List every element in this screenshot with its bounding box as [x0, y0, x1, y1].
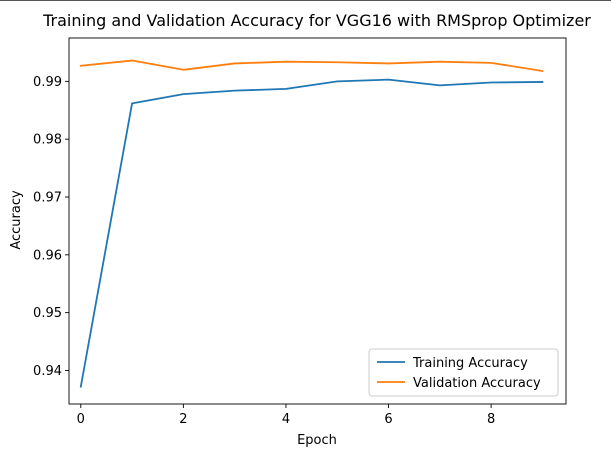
legend-box — [368, 348, 559, 397]
legend-label-1: Validation Accuracy — [413, 376, 541, 391]
y-tick-label-3: 0.97 — [33, 191, 62, 206]
y-tick-label-0: 0.94 — [33, 364, 62, 379]
window-top-edge — [0, 0, 611, 1]
y-axis-label: Accuracy — [9, 190, 24, 250]
x-tick-label-2: 4 — [282, 412, 290, 427]
series-line-0 — [79, 78, 544, 388]
y-tick-label-5: 0.99 — [33, 75, 62, 90]
legend-label-0: Training Accuracy — [412, 356, 528, 371]
plot-area: 0 2 4 6 8 0.94 0.95 0.96 0.97 0.98 0.99 — [33, 37, 567, 427]
x-tick-label-3: 6 — [384, 412, 392, 427]
series-line-1 — [79, 59, 544, 72]
x-axis-label: Epoch — [297, 433, 337, 448]
y-tick-label-4: 0.98 — [33, 133, 62, 148]
chart-title: Training and Validation Accuracy for VGG… — [42, 11, 591, 30]
plot-frame — [68, 37, 567, 405]
x-tick-label-4: 8 — [487, 412, 495, 427]
legend: Training Accuracy Validation Accuracy — [368, 348, 559, 397]
x-tick-label-1: 2 — [179, 412, 187, 427]
y-tick-label-2: 0.96 — [33, 248, 62, 263]
y-tick-label-1: 0.95 — [33, 306, 62, 321]
x-tick-label-0: 0 — [77, 412, 85, 427]
